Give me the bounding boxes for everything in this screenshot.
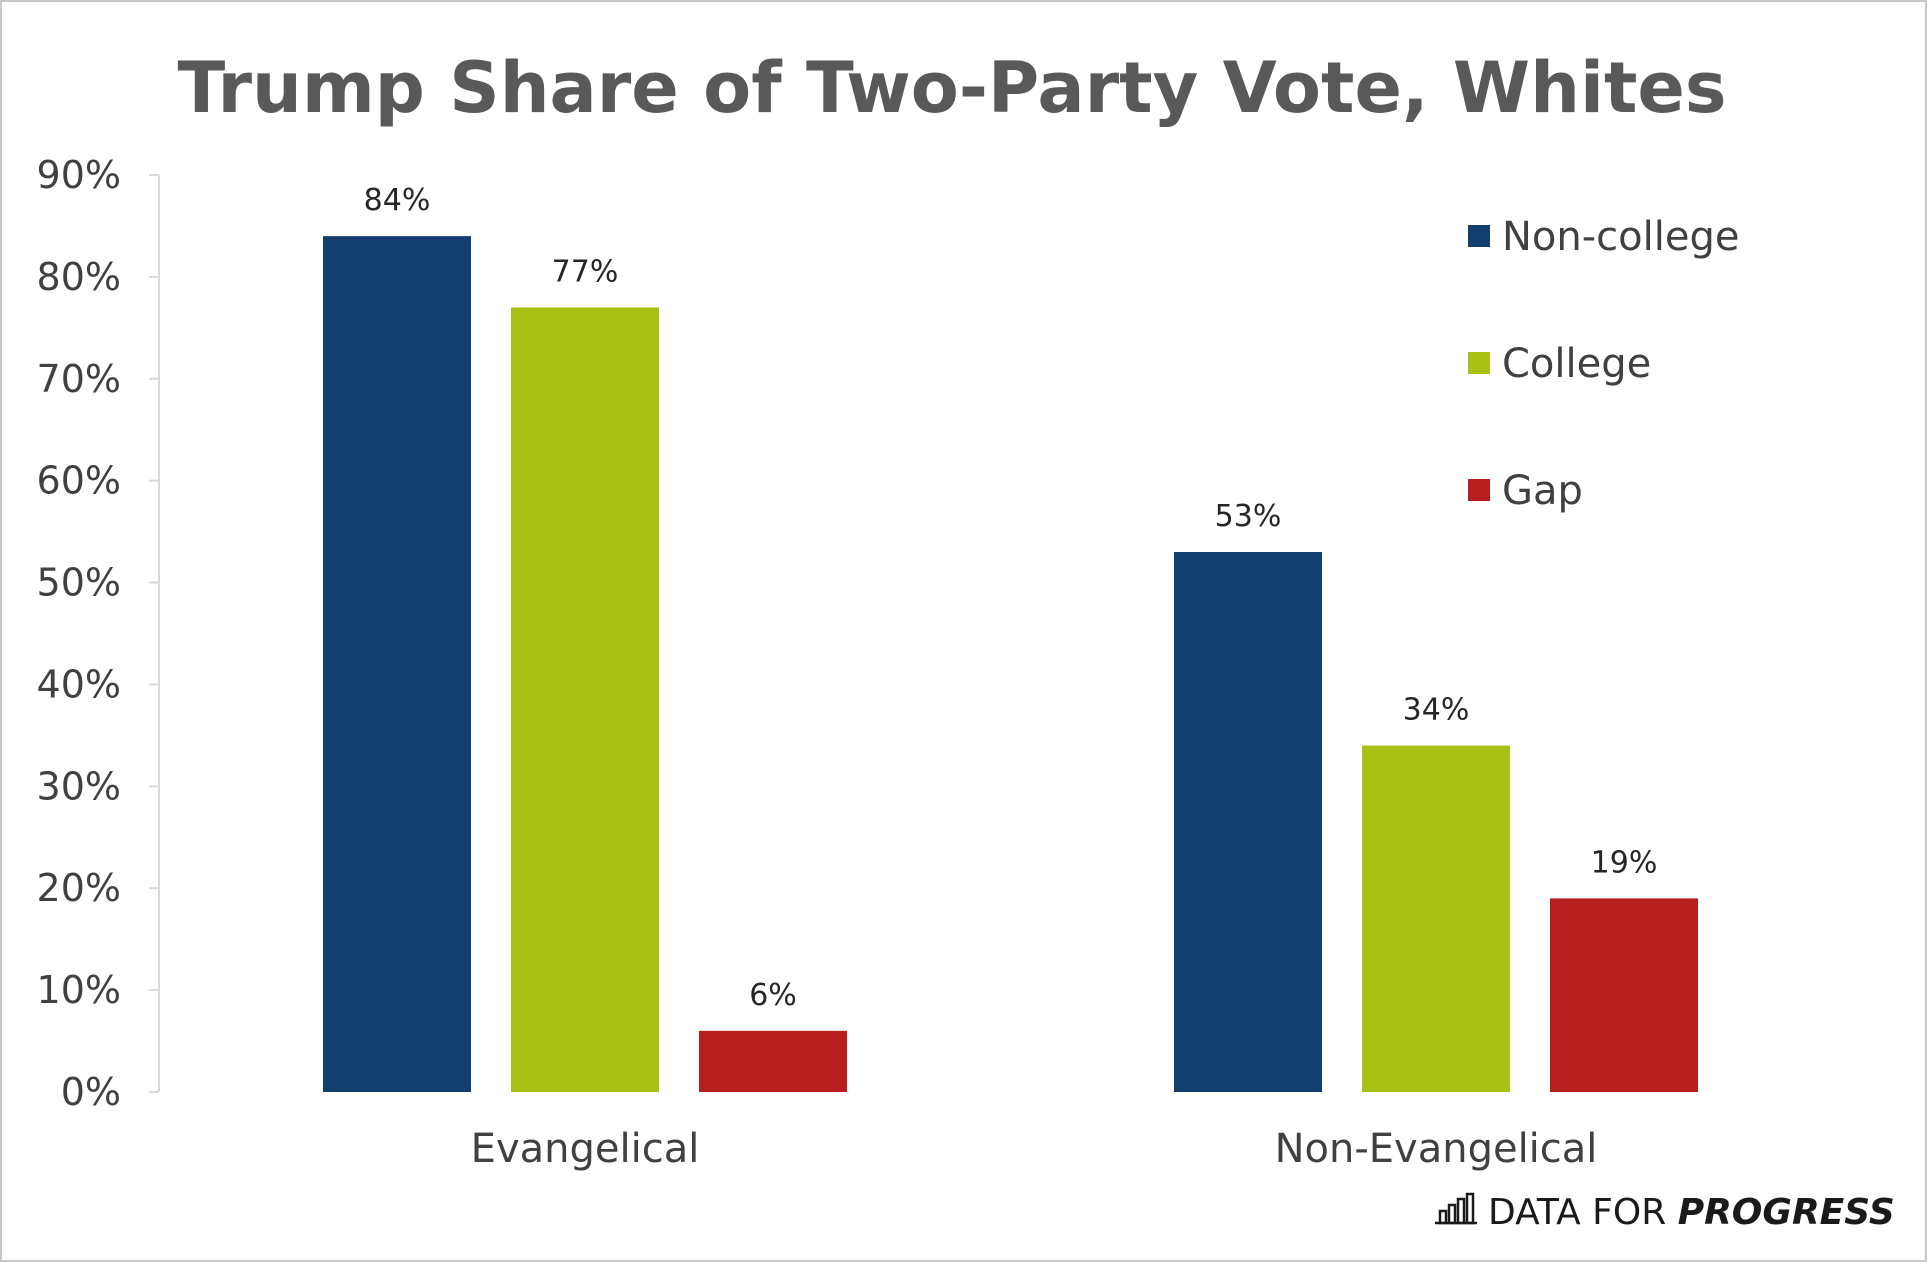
bar-college-non-evangelical xyxy=(1362,745,1510,1092)
bar-chart-icon xyxy=(1435,1192,1477,1225)
legend-label: Gap xyxy=(1502,468,1583,514)
branding: DATA FOR PROGRESS xyxy=(1435,1192,1895,1233)
category-label: Evangelical xyxy=(471,1126,700,1172)
bar-gap-non-evangelical xyxy=(1550,898,1698,1092)
y-tick-label: 60% xyxy=(37,459,121,503)
data-label: 6% xyxy=(749,978,797,1013)
legend: Non-college College Gap xyxy=(1468,214,1739,514)
legend-label: College xyxy=(1502,341,1651,387)
data-label: 34% xyxy=(1403,693,1470,728)
legend-swatch xyxy=(1468,225,1490,247)
legend-swatch xyxy=(1468,479,1490,501)
y-tick-label: 80% xyxy=(37,255,121,299)
bar-non-college-non-evangelical xyxy=(1174,551,1322,1092)
y-tick-label: 30% xyxy=(37,764,121,808)
category-label: Non-Evangelical xyxy=(1275,1126,1598,1172)
data-label: 84% xyxy=(364,183,431,218)
data-label: 19% xyxy=(1591,845,1658,880)
legend-swatch xyxy=(1468,352,1490,374)
y-tick-label: 50% xyxy=(37,561,121,605)
y-tick-label: 0% xyxy=(61,1070,121,1114)
y-tick-label: 40% xyxy=(37,662,121,706)
x-axis-categories: Evangelical Non-Evangelical xyxy=(471,1126,1598,1172)
branding-prefix: DATA FOR xyxy=(1488,1192,1678,1233)
chart-title: Trump Share of Two-Party Vote, Whites xyxy=(177,47,1726,129)
y-tick-label: 20% xyxy=(37,866,121,910)
bar-gap-evangelical xyxy=(699,1030,847,1092)
branding-emphasis: PROGRESS xyxy=(1678,1192,1895,1233)
bar-non-college-evangelical xyxy=(323,236,471,1093)
data-label: 77% xyxy=(552,254,619,289)
bars: 84% 77% 6% 53% 34% 19% xyxy=(323,183,1698,1093)
y-axis: 0% 10% 20% 30% 40% 50% 60% 70% 80% 90% xyxy=(37,153,1902,1114)
data-label: 53% xyxy=(1215,499,1282,534)
branding-text: DATA FOR PROGRESS xyxy=(1488,1192,1895,1233)
y-tick-label: 70% xyxy=(37,357,121,401)
y-tick-label: 90% xyxy=(37,153,121,197)
legend-label: Non-college xyxy=(1502,214,1739,260)
bar-college-evangelical xyxy=(511,307,659,1092)
y-tick-label: 10% xyxy=(37,968,121,1012)
